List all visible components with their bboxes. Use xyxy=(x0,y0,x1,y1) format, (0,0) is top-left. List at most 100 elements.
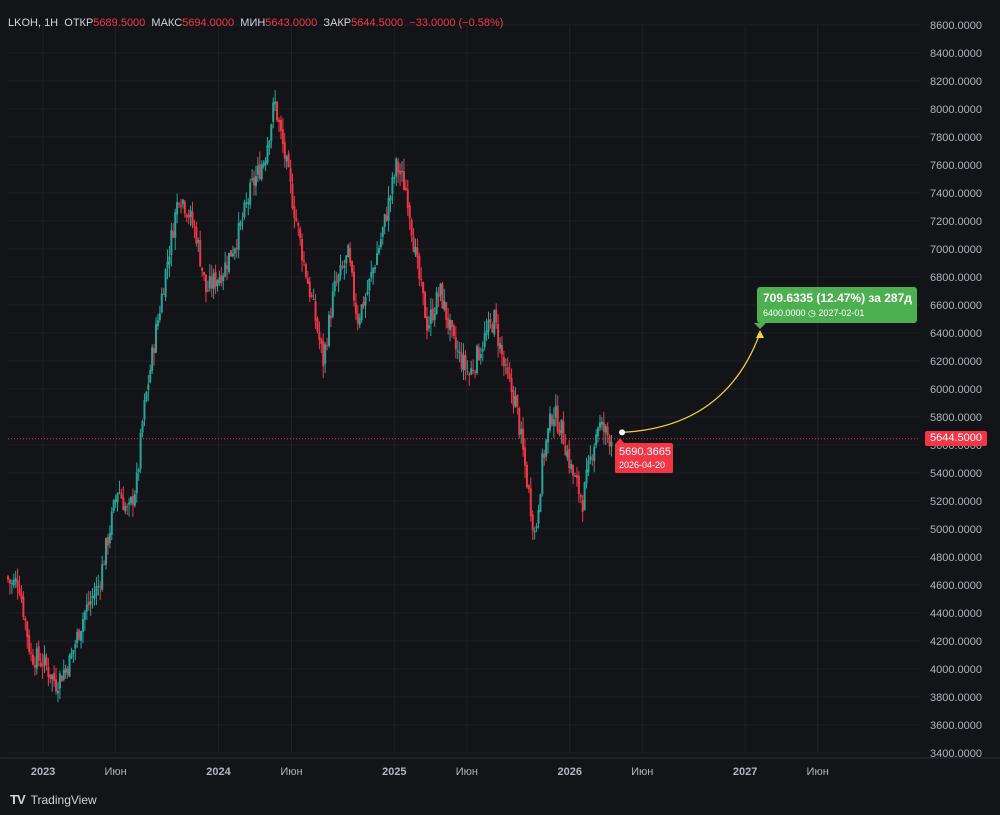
projection-callout[interactable]: 709.6335 (12.47%) за 287д 6400.0000 ◷ 20… xyxy=(757,287,917,323)
start-value-badge[interactable]: 5690.3665 2026-04-20 xyxy=(615,443,673,473)
candle-body xyxy=(422,282,425,294)
candle-body xyxy=(135,472,138,494)
candle-body xyxy=(233,248,236,254)
candle-body xyxy=(56,690,59,694)
candle-body xyxy=(352,271,355,301)
candle-body xyxy=(495,309,498,323)
candle-body xyxy=(533,530,536,533)
candle-body xyxy=(179,205,182,207)
candle-body xyxy=(204,274,207,293)
candle-body xyxy=(602,422,605,432)
candle-body xyxy=(55,679,58,692)
candle-body xyxy=(287,153,290,167)
candle-body xyxy=(247,202,250,204)
candle-body xyxy=(156,320,159,326)
candle-body xyxy=(324,344,327,364)
candle-body xyxy=(366,291,369,295)
candle-body xyxy=(99,586,102,588)
candle-body xyxy=(68,655,71,677)
candle-body xyxy=(597,427,600,437)
candle-body xyxy=(224,262,227,277)
candle-body xyxy=(214,271,217,287)
price-tick-label: 3800.0000 xyxy=(930,692,982,704)
candle-body xyxy=(458,351,461,353)
candle-body xyxy=(212,273,215,289)
tradingview-brand[interactable]: TV TradingView xyxy=(10,792,97,807)
change-value: −33.0000 (−0.58%) xyxy=(409,17,504,29)
candle-body xyxy=(22,596,25,618)
candle-body xyxy=(193,225,196,228)
candle-body xyxy=(610,442,613,447)
candle-body xyxy=(208,275,211,289)
candle-body xyxy=(258,163,261,180)
time-axis[interactable]: 2023 Июн 2024 Июн 2025 Июн 2026 Июн 2027 Июн xyxy=(31,766,829,778)
candle-body xyxy=(516,394,519,407)
candle-body xyxy=(43,654,46,665)
candle-body xyxy=(452,325,455,336)
candle-body xyxy=(297,222,300,226)
candle-body xyxy=(358,318,361,325)
candle-body xyxy=(327,314,330,346)
candle-body xyxy=(37,646,40,661)
chart-grid xyxy=(8,24,920,754)
candle-body xyxy=(604,426,607,433)
ticker-label[interactable]: LKOH, 1H xyxy=(8,17,59,29)
candle-body xyxy=(441,283,444,309)
candle-body xyxy=(151,347,154,371)
candle-body xyxy=(333,280,336,292)
candle-body xyxy=(573,475,576,477)
last-price-badge: 5644.5000 xyxy=(925,431,987,447)
candle-body xyxy=(354,303,357,314)
price-tick-label: 7600.0000 xyxy=(930,160,982,172)
candle-body xyxy=(58,673,61,689)
candle-body xyxy=(606,426,609,436)
candle-body xyxy=(510,378,513,392)
candle-body xyxy=(131,495,134,505)
candle-body xyxy=(74,644,77,649)
candle-body xyxy=(195,227,198,244)
projection-start-dot[interactable] xyxy=(619,429,626,436)
candle-body xyxy=(201,267,204,271)
candle-body xyxy=(310,295,313,297)
candle-body xyxy=(226,265,229,270)
candle-body xyxy=(64,668,67,673)
candle-body xyxy=(439,283,442,296)
candle-body xyxy=(260,165,263,180)
candle-body xyxy=(520,429,523,435)
candle-body xyxy=(518,408,521,436)
price-tick-label: 8400.0000 xyxy=(930,48,982,60)
candle-body xyxy=(435,291,438,314)
candle-body xyxy=(53,672,56,681)
candle-body xyxy=(347,245,350,258)
price-axis[interactable]: 8600.0000 8400.0000 8200.0000 8000.0000 7800… xyxy=(930,20,982,760)
candle-body xyxy=(512,390,515,406)
candle-body xyxy=(483,333,486,348)
candle-body xyxy=(591,458,594,460)
candle-body xyxy=(416,247,419,258)
candle-body xyxy=(491,324,494,333)
legend-ohlc: LKOH, 1H ОТКР5689.5000 МАКС5694.0000 МИН… xyxy=(8,17,503,29)
candle-body xyxy=(47,666,50,677)
candle-body xyxy=(301,238,304,261)
candle-body xyxy=(356,313,359,324)
candle-body xyxy=(262,163,265,167)
candle-body xyxy=(460,352,463,369)
candle-body xyxy=(270,124,273,141)
candle-body xyxy=(595,434,598,446)
candle-body xyxy=(408,205,411,219)
candle-body xyxy=(600,421,603,425)
candle-body xyxy=(133,494,136,506)
candle-body xyxy=(531,514,534,531)
candle-body xyxy=(499,343,502,349)
candle-body xyxy=(120,493,123,499)
candle-body xyxy=(266,145,269,163)
price-tick-label: 8600.0000 xyxy=(930,20,982,32)
candle-body xyxy=(589,456,592,461)
projection-arrow-icon xyxy=(755,330,764,338)
candle-body xyxy=(577,475,580,494)
price-tick-label: 5200.0000 xyxy=(930,496,982,508)
price-tick-label: 6000.0000 xyxy=(930,384,982,396)
callout-pointer-icon xyxy=(753,323,766,329)
candle-body xyxy=(545,440,548,457)
